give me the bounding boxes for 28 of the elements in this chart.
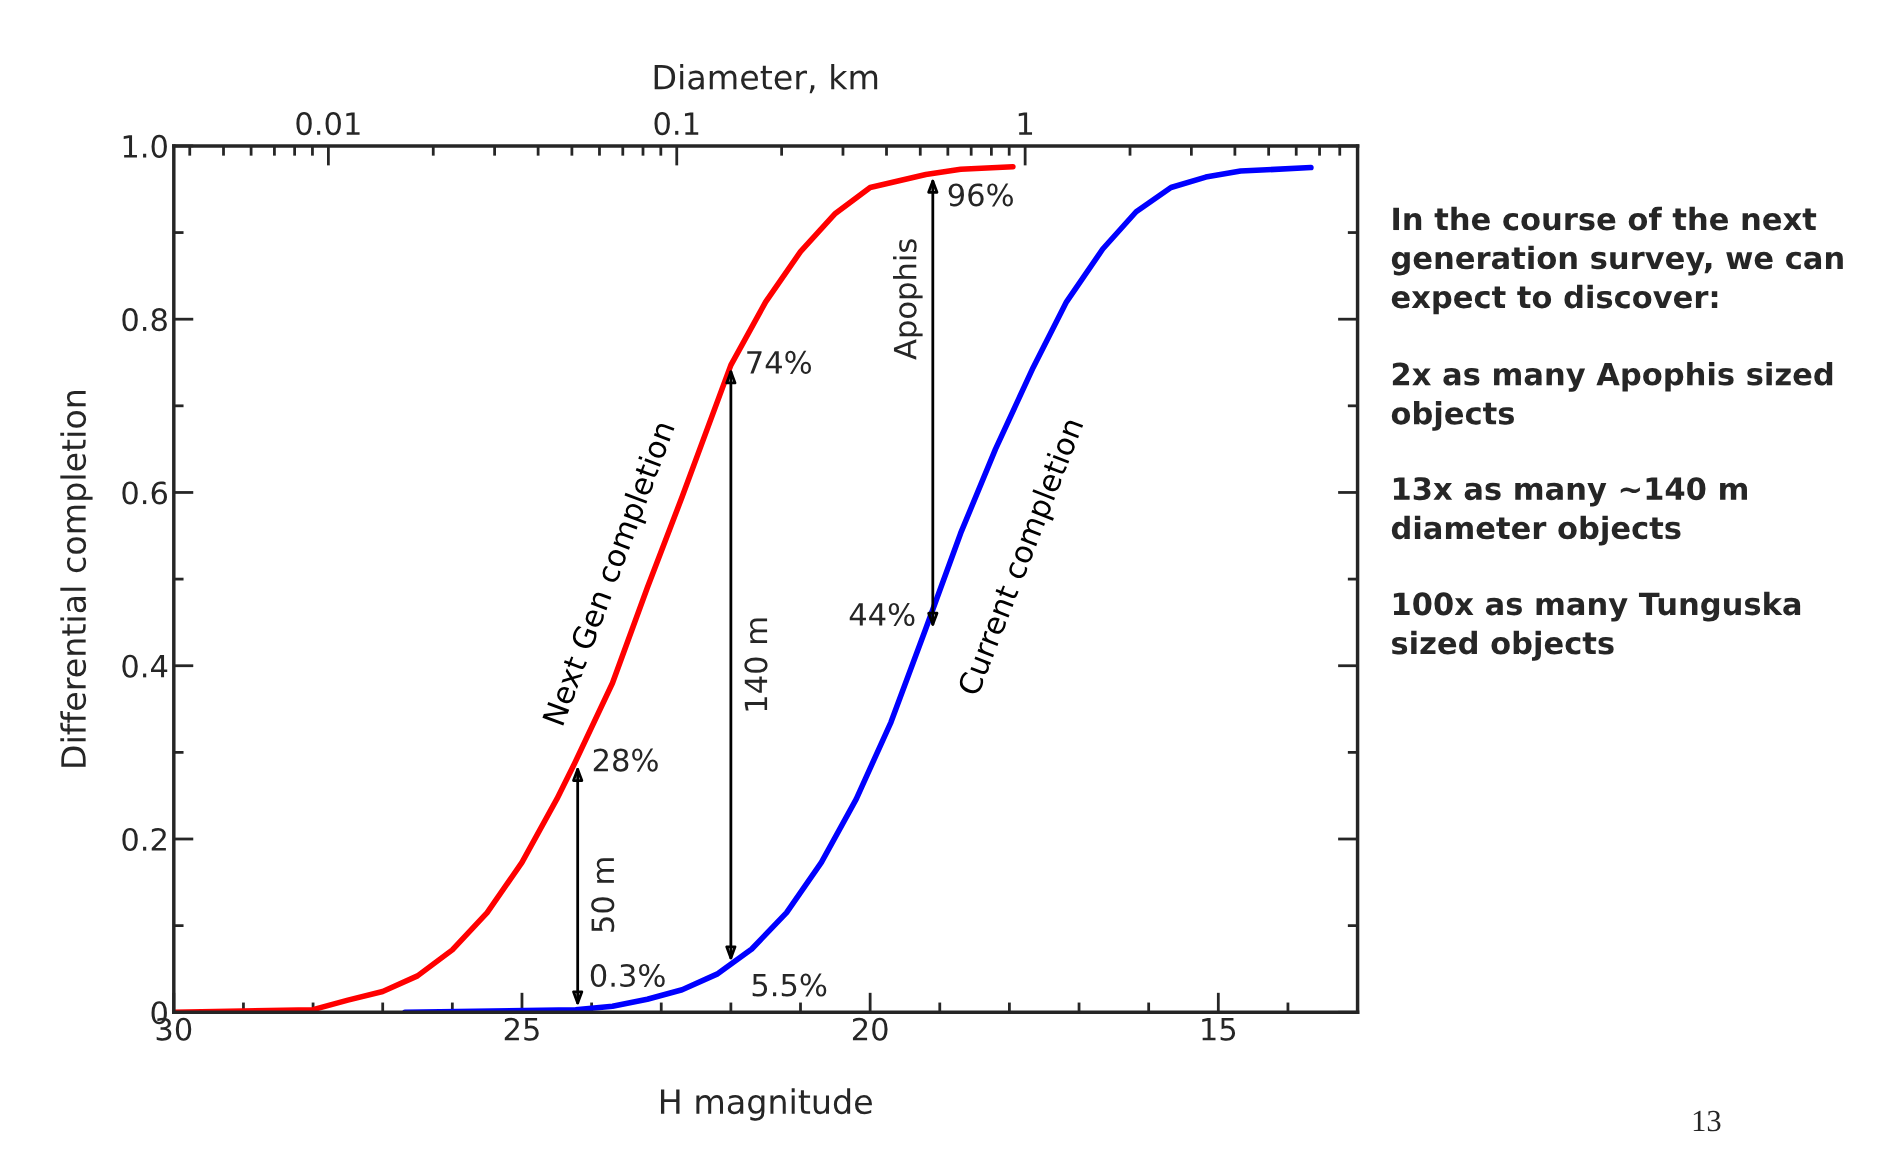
text: 13x as many ~140 m diameter objects [1391,477,1747,546]
y-tick-label: 1.0 [123,134,167,158]
x2-tick-label: 1 [1018,112,1033,135]
text: 13 [1693,1110,1721,1132]
text: In the course of the next generation survey, we can expect to discover: [1391,206,1843,315]
text: 100x as many Tunguska sized objects [1392,591,1801,661]
annotation: Apophis [893,239,923,360]
x-tick-label: 25 [504,1017,539,1041]
annotation: 74% [747,350,811,374]
y-axis-title: Differential completion [60,390,93,767]
annotation: 0.3% [590,963,665,988]
x-tick-label: 20 [852,1017,888,1041]
annotation: 140 m [744,618,768,711]
annotation: 5.5% [752,973,827,997]
text: 2x as many Apophis sized objects [1391,361,1833,431]
x2-tick-label: 0.01 [296,112,360,136]
x-axis-title: H magnitude [660,1088,872,1121]
x2-tick-label: 0.1 [654,112,699,136]
annotation: 44% [849,602,915,627]
y-tick-label: 0.2 [122,827,166,852]
y-tick-label: 0.4 [122,654,168,678]
annotation: 28% [593,748,658,772]
x-tick-label: 15 [1202,1018,1236,1041]
y-tick-label: 0.6 [122,481,168,505]
y-tick-label: 0.8 [122,308,167,332]
x2-axis-title: Diameter, km [654,63,878,94]
annotation: 96% [948,183,1013,207]
annotation: 50 m [591,858,615,932]
